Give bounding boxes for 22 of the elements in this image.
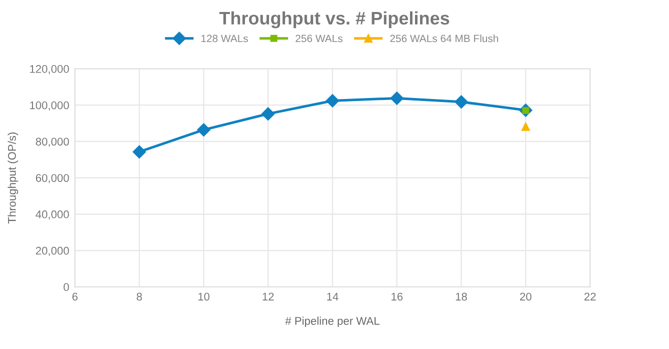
x-tick-label: 18 <box>456 292 467 301</box>
legend-label: 256 WALs <box>296 34 342 42</box>
legend-label: 256 WALs 64 MB Flush <box>390 34 498 42</box>
x-tick-label: 10 <box>198 292 210 301</box>
y-tick-label: 20,000 <box>36 246 69 256</box>
x-axis-title: # Pipeline per WAL <box>285 316 380 328</box>
x-tick-label: 20 <box>520 292 532 301</box>
x-tick-label: 6 <box>72 292 78 301</box>
x-tick-label: 22 <box>584 292 596 300</box>
y-axis-title: Throughput (OP/s) <box>8 132 18 224</box>
x-tick-label: 14 <box>327 292 338 300</box>
y-tick-label: 0 <box>64 283 69 292</box>
y-tick-label: 80,000 <box>36 138 69 147</box>
y-tick-label: 120,000 <box>30 65 69 74</box>
x-tick-label: 12 <box>262 292 274 300</box>
x-tick-label: 8 <box>136 292 142 301</box>
y-tick-label: 40,000 <box>36 210 69 220</box>
y-tick-label: 100,000 <box>30 101 69 111</box>
y-tick-label: 60,000 <box>36 174 69 184</box>
legend-label: 128 WALs <box>201 34 248 42</box>
x-tick-label: 16 <box>392 292 403 301</box>
chart-title: Throughput vs. # Pipelines <box>219 11 450 28</box>
